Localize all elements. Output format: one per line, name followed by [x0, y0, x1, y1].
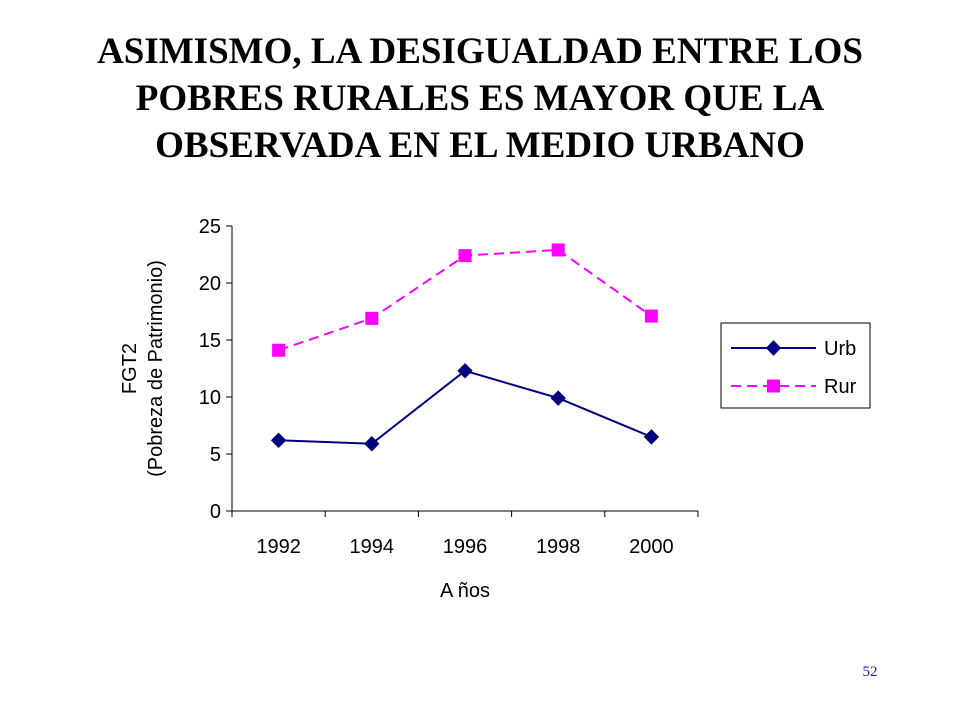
data-point-urb — [550, 390, 566, 406]
y-tick-label: 10 — [199, 387, 221, 409]
x-tick-label: 1998 — [536, 536, 581, 558]
y-axis-title-line: (Pobreza de Patrimonio) — [145, 260, 167, 477]
x-tick-label: 1992 — [256, 536, 301, 558]
legend-label-rur: Rur — [824, 376, 857, 398]
data-point-urb — [270, 432, 287, 449]
y-tick-label: 15 — [199, 330, 221, 352]
data-point-rur — [365, 311, 379, 325]
y-tick-label: 25 — [199, 216, 221, 238]
data-point-urb — [643, 429, 660, 445]
legend-label-urb: Urb — [824, 338, 856, 360]
y-tick-label: 20 — [199, 273, 221, 295]
x-tick-label: 1994 — [350, 536, 395, 558]
slide-title: ASIMISMO, LA DESIGUALDAD ENTRE LOS POBRE… — [40, 28, 920, 169]
data-point-urb — [364, 436, 380, 452]
x-tick-label: 1996 — [443, 536, 488, 558]
y-axis-title-line: FGT2 — [119, 343, 141, 394]
series-line-urb — [278, 369, 652, 445]
data-point-urb — [457, 363, 473, 379]
data-point-rur — [272, 343, 286, 357]
slide-title-line-2: POBRES RURALES ES MAYOR QUE LA — [135, 78, 825, 119]
data-point-rur — [458, 249, 472, 263]
legend-box — [720, 322, 871, 409]
legend-marker-urb — [765, 340, 782, 356]
y-tick-label: 5 — [210, 444, 221, 466]
x-tick-label: 2000 — [629, 536, 674, 558]
series-line-rur — [278, 248, 652, 352]
x-axis-title: A ños — [440, 580, 490, 602]
data-point-rur — [551, 243, 565, 257]
data-point-rur — [644, 309, 658, 323]
legend-marker-rur — [767, 379, 780, 393]
slide-title-line-3: OBSERVADA EN EL MEDIO URBANO — [155, 125, 805, 166]
page-number: 52 — [862, 664, 878, 680]
y-tick-label: 0 — [210, 501, 221, 523]
slide-title-line-1: ASIMISMO, LA DESIGUALDAD ENTRE LOS — [97, 31, 863, 72]
